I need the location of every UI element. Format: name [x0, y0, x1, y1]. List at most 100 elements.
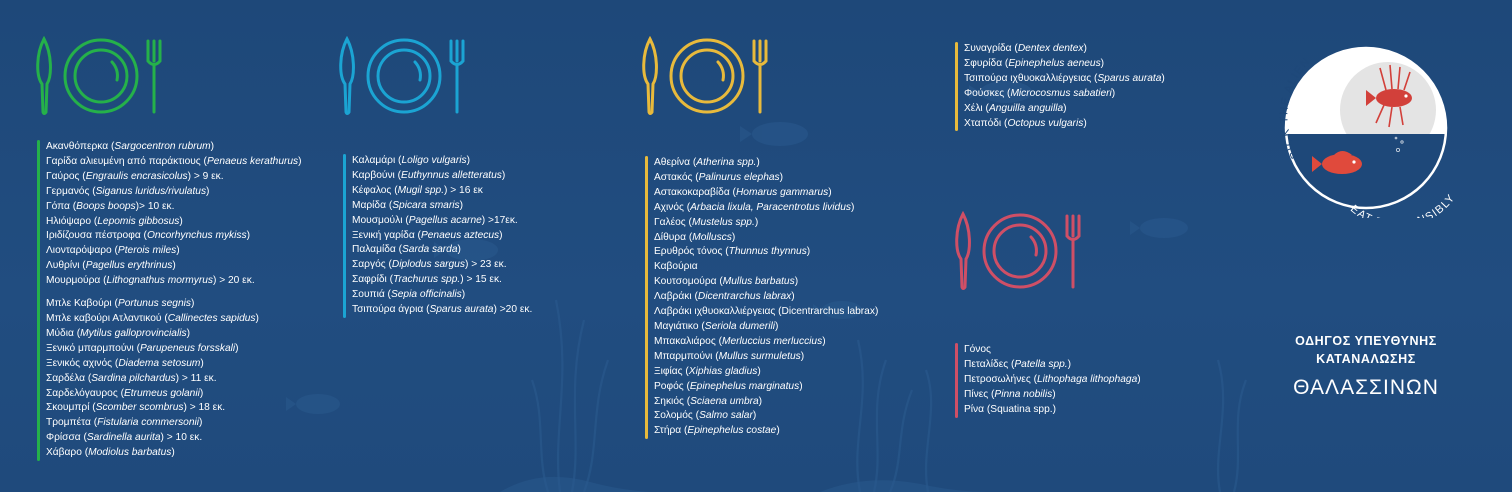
species-item: Καλαμάρι (Loligo vulgaris)	[352, 155, 470, 166]
species-name: Ακανθόπερκα	[46, 141, 109, 152]
species-item: Ξενικός αχινός (Diadema setosum)	[46, 357, 204, 369]
species-item: Στήρα (Epinephelus costae)	[654, 425, 780, 437]
species-latin-name: Euthynnus alletteratus	[401, 169, 502, 181]
species-size-note: > 16 εκ	[447, 184, 483, 196]
species-name: Μαρίδα	[352, 199, 386, 211]
species-name: Χταπόδι	[964, 117, 1002, 129]
species-name: Τσιπούρα ιχθυοκαλλιέργειας	[964, 72, 1092, 84]
species-item: Μύδια (Mytilus galloprovincialis)	[46, 327, 190, 339]
species-item: Τσιπούρα ιχθυοκαλλιέργειας (Sparus aurat…	[964, 72, 1165, 84]
species-latin-name: Epinephelus costae	[687, 425, 777, 437]
seaweed-silhouette	[530, 299, 1248, 492]
species-item: Γαύρος (Engraulis encrasicolus) > 9 εκ.	[46, 170, 224, 182]
species-name: Παλαμίδα	[352, 244, 396, 256]
species-latin-name: Microcosmus sabatieri	[1010, 87, 1112, 99]
species-name: Σαφρίδι	[352, 274, 387, 286]
cyan-species-list: Καλαμάρι (Loligo vulgaris) Καρβούνι (Euth…	[343, 154, 532, 318]
species-latin-name: Xiphias gladius	[688, 365, 758, 377]
species-item: Τρομπέτα (Fistularia commersonii)	[46, 417, 203, 429]
species-latin-name: Atherina spp.	[696, 157, 757, 168]
species-item: Λιονταρόψαρο (Pterois miles)	[46, 245, 180, 257]
species-name: Κέφαλος	[352, 184, 392, 196]
species-item: Πετροσωλήνες (Lithophaga lithophaga)	[964, 373, 1141, 385]
species-latin-name: Lithophaga lithophaga	[1036, 373, 1138, 385]
species-item: Αστακοκαραβίδα (Homarus gammarus)	[654, 186, 832, 198]
species-name: Καρβούνι	[352, 169, 395, 181]
fish-silhouette	[822, 301, 862, 319]
species-item: Τσιπούρα άγρια (Sparus aurata) >20 εκ.	[352, 304, 533, 316]
species-latin-name: Patella spp.	[1014, 358, 1068, 370]
species-name: Ρίνα	[964, 403, 985, 415]
species-latin-name: Callinectes sapidus	[167, 312, 256, 324]
species-latin-name: Penaeus aztecus	[420, 229, 500, 241]
species-latin-name: Sepia officinalis	[390, 289, 462, 301]
species-size-note: > 23 εκ.	[468, 259, 507, 271]
species-latin-name: Pinna nobilis	[994, 388, 1053, 400]
species-latin-name: Arbacia lixula, Paracentrotus lividus	[690, 201, 851, 213]
plate-fork-knife-icon	[955, 211, 1081, 290]
species-latin-name: Pagellus acarne	[408, 214, 482, 226]
species-latin-name: Modiolus barbatus	[88, 447, 172, 459]
species-name: Σουπιά	[352, 289, 385, 301]
fish-silhouette	[1140, 218, 1188, 238]
species-latin-name: Sparus aurata	[429, 304, 494, 316]
species-latin-name: Mullus surmuletus	[718, 350, 801, 362]
species-latin-name: Sarda sarda	[402, 244, 458, 256]
species-item: Μπακαλιάρος (Merluccius merluccius)	[654, 335, 826, 347]
species-latin-name: Trachurus spp.	[393, 274, 461, 286]
species-item: Λυθρίνι (Pagellus erythrinus)	[46, 260, 176, 272]
species-name: Σφυρίδα	[964, 57, 1003, 69]
species-item: Πεταλίδες (Patella spp.)	[964, 358, 1072, 370]
species-latin-name: Sciaena umbra	[690, 395, 759, 407]
species-item: Γαρίδα αλιευμένη από παράκτιους (Penaeus…	[46, 155, 302, 167]
yellow-category-bar	[955, 42, 958, 132]
species-name: Γαλέος	[654, 216, 686, 228]
species-latin-name: Molluscs	[692, 231, 732, 243]
yellow-species-list: Αθερίνα (Atherina spp.) Αστακός (Palinuru…	[645, 156, 878, 440]
fish-silhouette	[296, 394, 340, 414]
species-name: Ξενικό μπαρμπούνι	[46, 342, 134, 354]
species-latin-name: Palinurus elephas	[698, 171, 780, 183]
species-name: Κουτσομούρα	[654, 276, 717, 288]
red-fish-icon	[1312, 151, 1362, 174]
species-size-note: > 15 εκ.	[463, 274, 502, 286]
species-name: Μπλε καβούρι Ατλαντικού	[46, 312, 162, 324]
species-latin-name: Anguilla anguilla	[988, 102, 1064, 114]
pick-the-alien-badge: PICK THE ALIEN EAT RESPONSIBLY	[1278, 46, 1456, 218]
species-name: Μουρμούρα	[46, 275, 101, 287]
species-name: Ροφός	[654, 380, 684, 392]
species-latin-name: Dicentrarchus labrax	[697, 291, 792, 303]
species-size-note: > 18 εκ.	[186, 402, 226, 414]
species-name: Γερμανός	[46, 185, 90, 197]
species-latin-name: Fistularia commersonii	[97, 417, 200, 429]
species-latin-name: Octopus vulgaris	[1007, 117, 1084, 129]
species-name: Καβούρια	[654, 261, 698, 273]
species-item: Σφυρίδα (Epinephelus aeneus)	[964, 57, 1105, 69]
species-item: Χάβαρο (Modiolus barbatus)	[46, 447, 175, 459]
species-size-note: >20 εκ.	[496, 304, 533, 316]
species-name: Λαβράκι ιχθυοκαλλιέργειας	[654, 306, 776, 318]
species-item: Ξιφίας (Xiphias gladius)	[654, 365, 761, 377]
species-latin-name: Merluccius merluccius	[721, 335, 823, 347]
species-latin-name: Pagellus erythrinus	[85, 260, 173, 272]
species-name: Χέλι	[964, 102, 983, 114]
species-item: Ηλιόψαρο (Lepomis gibbosus)	[46, 215, 183, 227]
species-item: Σολομός (Salmo salar)	[654, 410, 757, 422]
species-item: Ροφός (Epinephelus marginatus)	[654, 380, 803, 392]
species-name: Λαβράκι	[654, 291, 692, 303]
plate-fork-knife-icon	[36, 36, 162, 115]
species-latin-name: Sardina pilchardus	[91, 372, 176, 384]
species-item: Φρίσσα (Sardinella aurita) > 10 εκ.	[46, 432, 203, 444]
species-name: Σαργός	[352, 259, 386, 271]
species-name: Γαρίδα αλιευμένη από παράκτιους	[46, 155, 201, 167]
plate-fork-knife-icon	[642, 36, 768, 115]
species-name: Καλαμάρι	[352, 155, 396, 166]
species-size-note: > 10 εκ.	[163, 432, 203, 444]
species-latin-name: Epinephelus aeneus	[1008, 57, 1101, 69]
species-name: Αστακός	[654, 171, 693, 183]
species-latin-name: Sparus aurata	[1097, 72, 1162, 84]
species-item: Κέφαλος (Mugil spp.) > 16 εκ	[352, 184, 483, 196]
species-item: Μουσμούλι (Pagellus acarne) >17εκ.	[352, 214, 518, 226]
species-item: Σηκιός (Sciaena umbra)	[654, 395, 763, 407]
